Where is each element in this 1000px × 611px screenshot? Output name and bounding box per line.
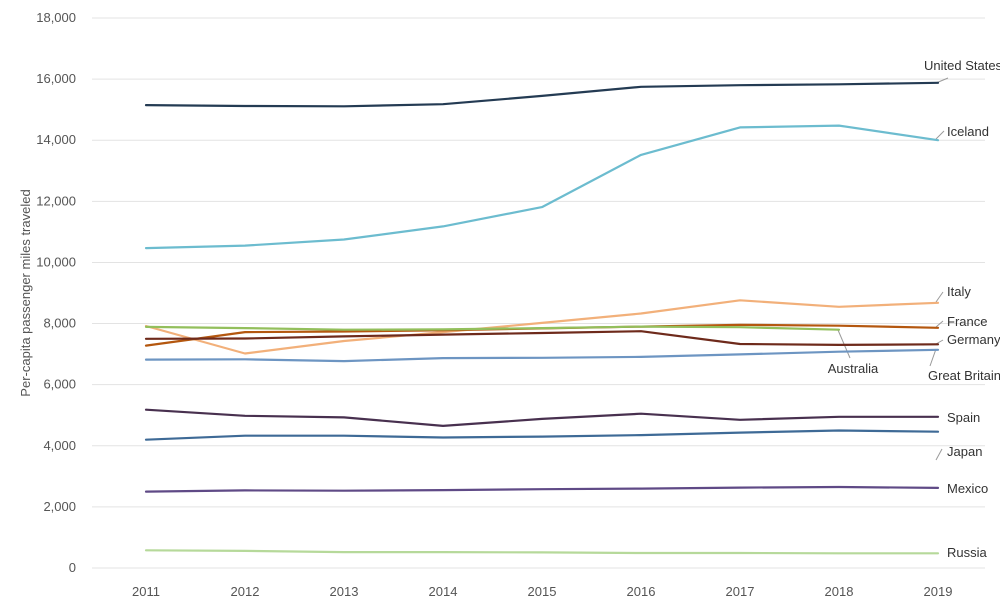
y-axis-tick-labels: 0 2,000 4,000 6,000 8,000 10,000 12,000 14,000 1…: [36, 10, 76, 575]
leader-line-france: [935, 320, 944, 328]
y-tick-label: 2,000: [43, 499, 76, 514]
series-line-australia: [144, 325, 841, 331]
series-labels: United States Iceland Italy France Australia…: [828, 58, 1000, 560]
y-tick-label: 4,000: [43, 438, 76, 453]
series-line-mexico: [144, 485, 940, 493]
series-line-russia: [144, 549, 940, 555]
series-label-great-britain: Great Britain: [928, 368, 1000, 383]
series-line-united-states: [144, 81, 940, 108]
y-tick-label: 6,000: [43, 377, 76, 392]
series-label-australia: Australia: [828, 361, 879, 376]
series-lines: [144, 81, 940, 555]
x-tick-label: 2014: [429, 584, 458, 599]
gridlines: [92, 17, 985, 569]
series-label-spain: Spain: [947, 410, 980, 425]
x-tick-label: 2017: [726, 584, 755, 599]
series-label-russia: Russia: [947, 545, 988, 560]
series-line-great-britain: [144, 348, 940, 363]
series-label-united-states: United States: [924, 58, 1000, 73]
series-label-germany: Germany: [947, 332, 1000, 347]
x-tick-label: 2011: [132, 584, 160, 599]
y-tick-label: 10,000: [36, 254, 76, 269]
y-tick-label: 14,000: [36, 132, 76, 147]
y-tick-label: 8,000: [43, 316, 76, 331]
leader-line-iceland: [935, 130, 945, 140]
y-axis-title: Per-capita passenger miles traveled: [18, 189, 33, 396]
series-label-italy: Italy: [947, 284, 971, 299]
series-label-mexico: Mexico: [947, 481, 988, 496]
x-tick-label: 2019: [924, 584, 953, 599]
x-tick-label: 2013: [330, 584, 359, 599]
leader-line-japan: [935, 448, 943, 461]
leader-line-great-britain: [929, 348, 937, 367]
y-tick-label: 18,000: [36, 10, 76, 25]
series-line-germany: [144, 330, 940, 346]
x-axis-tick-labels: 2011 2012 2013 2014 2015 2016 2017 2018 2019: [132, 584, 952, 599]
series-line-japan: [144, 429, 940, 441]
leader-line-italy: [935, 291, 944, 303]
series-label-france: France: [947, 314, 987, 329]
series-line-iceland: [144, 124, 940, 250]
y-tick-label: 0: [69, 560, 76, 575]
x-tick-label: 2016: [627, 584, 656, 599]
series-line-italy: [144, 299, 940, 355]
series-label-japan: Japan: [947, 444, 982, 459]
label-leader-lines: [837, 77, 949, 461]
x-tick-label: 2015: [528, 584, 557, 599]
y-tick-label: 16,000: [36, 71, 76, 86]
x-tick-label: 2012: [231, 584, 260, 599]
y-tick-label: 12,000: [36, 193, 76, 208]
series-label-iceland: Iceland: [947, 124, 989, 139]
x-tick-label: 2018: [825, 584, 854, 599]
series-line-spain: [144, 408, 940, 427]
